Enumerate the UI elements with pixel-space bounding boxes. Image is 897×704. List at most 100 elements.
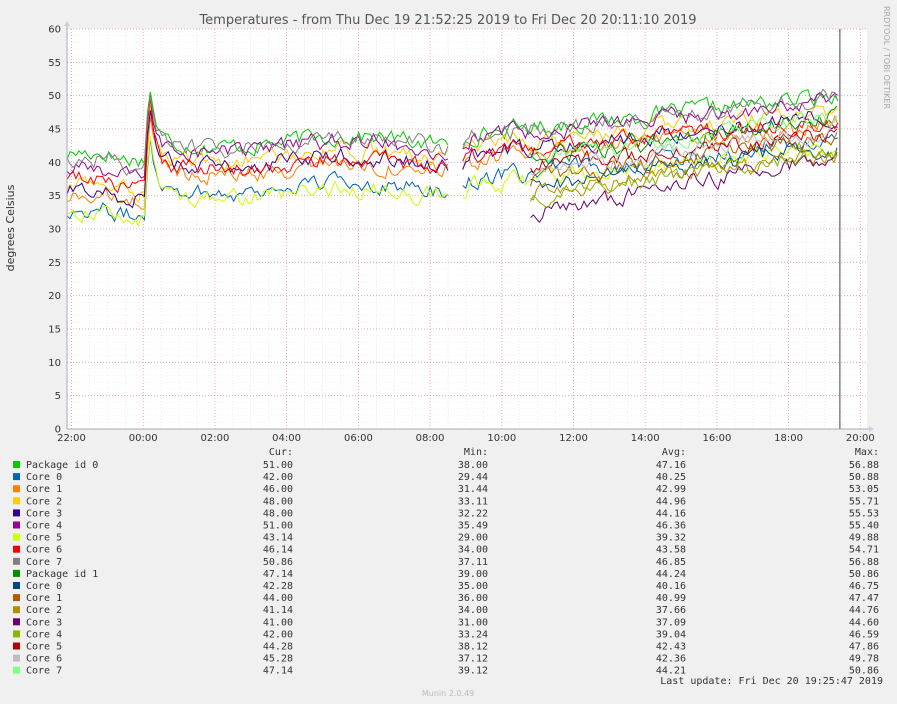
legend-series-name: Core 5 — [26, 533, 62, 544]
legend-value-cur: 47.14 — [263, 666, 293, 677]
legend-header-min: Min: — [464, 447, 488, 458]
legend-value-min: 39.12 — [458, 666, 488, 677]
y-tick-label: 10 — [48, 358, 61, 369]
legend-value-avg: 44.21 — [656, 666, 686, 677]
legend-value-min: 38.00 — [458, 460, 488, 471]
legend-value-max: 55.53 — [849, 508, 879, 519]
legend-value-avg: 37.09 — [656, 617, 686, 628]
y-axis-label: degrees Celsius — [4, 184, 17, 271]
legend-value-min: 29.00 — [458, 533, 488, 544]
legend-series-name: Core 2 — [26, 496, 62, 507]
x-tick-label: 16:00 — [702, 433, 731, 444]
legend-series-name: Core 6 — [26, 654, 62, 665]
x-axis-ticks: 22:00 00:00 02:00 04:00 06:00 08:00 10:00 12:00… — [57, 433, 875, 444]
legend-value-cur: 42.28 — [263, 581, 293, 592]
legend-value-max: 50.86 — [849, 569, 879, 580]
y-tick-label: 15 — [48, 325, 61, 336]
legend: Cur: Min: Avg: Max: Package id 0 51.00 38.00 47… — [13, 447, 879, 677]
legend-series-name: Package id 0 — [26, 460, 98, 471]
legend-value-max: 56.88 — [849, 557, 879, 568]
legend-series-name: Package id 1 — [26, 569, 98, 580]
legend-header-cur: Cur: — [269, 447, 293, 458]
legend-value-min: 35.49 — [458, 521, 488, 532]
series-line — [530, 151, 838, 224]
legend-value-max: 50.88 — [849, 472, 879, 483]
legend-value-min: 39.00 — [458, 569, 488, 580]
legend-series-name: Core 3 — [26, 617, 62, 628]
y-tick-label: 40 — [48, 158, 61, 169]
x-tick-label: 22:00 — [57, 433, 86, 444]
legend-value-cur: 48.00 — [263, 496, 293, 507]
legend-series-name: Core 3 — [26, 508, 62, 519]
x-tick-label: 00:00 — [129, 433, 158, 444]
legend-value-avg: 46.85 — [656, 557, 686, 568]
legend-value-max: 47.47 — [849, 593, 879, 604]
series-line — [66, 133, 838, 223]
x-tick-label: 18:00 — [774, 433, 803, 444]
legend-value-max: 50.86 — [849, 666, 879, 677]
legend-swatch — [13, 569, 20, 577]
x-tick-label: 14:00 — [631, 433, 660, 444]
legend-series-name: Core 4 — [26, 521, 62, 532]
legend-value-min: 35.00 — [458, 581, 488, 592]
series-line — [530, 148, 838, 208]
legend-value-min: 31.00 — [458, 617, 488, 628]
legend-value-cur: 44.00 — [263, 593, 293, 604]
x-tick-label: 04:00 — [272, 433, 301, 444]
legend-value-cur: 42.00 — [263, 629, 293, 640]
legend-value-cur: 47.14 — [263, 569, 293, 580]
legend-series-name: Core 4 — [26, 629, 62, 640]
legend-value-avg: 46.36 — [656, 521, 686, 532]
legend-value-avg: 44.24 — [656, 569, 686, 580]
legend-swatch — [13, 630, 20, 638]
legend-value-min: 38.12 — [458, 642, 488, 653]
legend-value-max: 55.71 — [849, 496, 879, 507]
legend-value-max: 46.75 — [849, 581, 879, 592]
legend-swatch — [13, 642, 20, 650]
series-line — [66, 88, 839, 177]
legend-value-avg: 40.25 — [656, 472, 686, 483]
series-line — [530, 128, 838, 174]
series-lines — [66, 88, 839, 228]
series-line — [530, 110, 838, 163]
legend-value-max: 55.40 — [849, 521, 879, 532]
legend-swatch — [13, 485, 20, 493]
x-tick-label: 08:00 — [416, 433, 445, 444]
legend-value-avg: 37.66 — [656, 605, 686, 616]
legend-swatch — [13, 582, 20, 589]
x-tick-label: 06:00 — [344, 433, 373, 444]
legend-swatch — [13, 533, 20, 541]
legend-value-max: 44.60 — [849, 617, 879, 628]
legend-value-max: 44.76 — [849, 605, 879, 616]
legend-series-name: Core 1 — [26, 593, 62, 604]
x-tick-label: 02:00 — [200, 433, 229, 444]
legend-value-cur: 51.00 — [263, 460, 293, 471]
legend-value-avg: 40.16 — [656, 581, 686, 592]
legend-value-avg: 39.32 — [656, 533, 686, 544]
legend-value-cur: 51.00 — [263, 521, 293, 532]
legend-value-avg: 39.04 — [656, 629, 686, 640]
rrdtool-side-label: RRDTOOL / TOBI OETIKER — [882, 6, 891, 109]
x-tick-label: 12:00 — [559, 433, 588, 444]
legend-swatch — [13, 473, 20, 481]
legend-value-avg: 44.16 — [656, 508, 686, 519]
legend-value-min: 37.11 — [458, 557, 488, 568]
y-axis-arrow — [64, 21, 70, 26]
legend-value-min: 31.44 — [458, 484, 488, 495]
legend-value-max: 53.05 — [849, 484, 879, 495]
series-line — [530, 105, 838, 165]
legend-value-cur: 48.00 — [263, 508, 293, 519]
legend-series-name: Core 1 — [26, 484, 62, 495]
legend-value-min: 36.00 — [458, 593, 488, 604]
series-line — [530, 132, 838, 187]
legend-series-name: Core 5 — [26, 642, 62, 653]
last-update: Last update: Fri Dec 20 19:25:47 2019 — [660, 676, 883, 687]
legend-value-cur: 41.14 — [263, 605, 293, 616]
legend-value-min: 37.12 — [458, 654, 488, 665]
x-tick-label: 20:00 — [846, 433, 875, 444]
legend-value-max: 54.71 — [849, 545, 879, 556]
legend-value-avg: 43.58 — [656, 545, 686, 556]
legend-value-max: 49.88 — [849, 533, 879, 544]
y-tick-label: 50 — [48, 91, 61, 102]
legend-value-max: 56.88 — [849, 460, 879, 471]
